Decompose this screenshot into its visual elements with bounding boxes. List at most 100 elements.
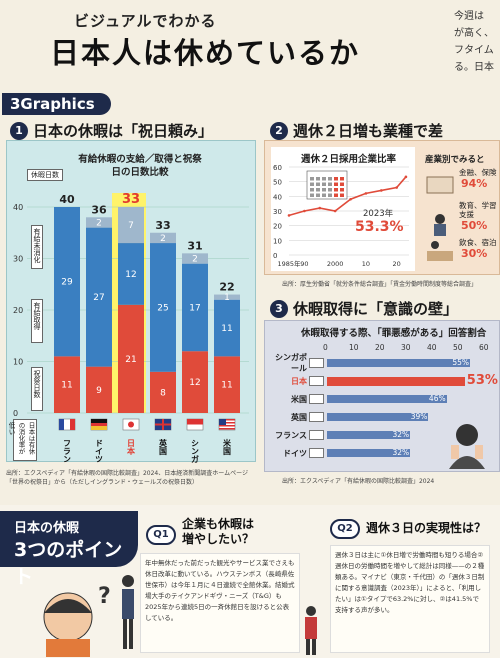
calendar-cell <box>310 182 314 186</box>
section3-number: 3 <box>270 299 288 318</box>
industry-label-food: 飲食、宿泊 <box>459 238 497 247</box>
y-tick-label: 50 <box>273 179 282 187</box>
thinking-person-icon: ? <box>43 584 111 657</box>
x-tick-label: 0 <box>323 343 328 352</box>
points-header: 日本の休暇 3つのポイント <box>0 511 138 588</box>
bar-value-label: 2 <box>160 234 166 244</box>
data-point <box>287 214 291 217</box>
flag-stripe <box>219 422 235 424</box>
bar-value-label: 12 <box>125 270 136 280</box>
bar-row: 日本 53% <box>271 373 498 388</box>
flag-stripe <box>219 425 235 427</box>
industry-value-finance: 94% <box>461 177 488 190</box>
calendar-cell <box>310 177 314 181</box>
page-title: 日本人は休めているか <box>50 36 361 70</box>
bar: 32% <box>327 430 411 439</box>
tag-paid: 有給取得 <box>31 299 43 343</box>
industry-label-finance: 金融、保険 <box>459 168 497 177</box>
flag-stripe <box>91 423 107 426</box>
bar-row: フランス 32% <box>271 429 411 441</box>
bottom-section: 日本の休暇 3つのポイント ? Q1 企業も休暇は増やしたい？ 年中無休だった前… <box>0 505 500 658</box>
bar-segment <box>150 371 176 413</box>
category-label: ドイツ <box>283 448 307 458</box>
section2-title: 2 週休２日増も業種で差 <box>270 120 443 141</box>
q1-badge: Q1 <box>146 525 176 545</box>
side-column-text: 今週は が高く、 フタイム る。日本 <box>454 11 494 73</box>
data-point <box>318 206 322 210</box>
bar-segment <box>86 227 112 367</box>
flag-stripe <box>219 419 235 421</box>
bar-segment <box>150 243 176 372</box>
bar-value-label: 11 <box>61 381 72 391</box>
bar-row: 英国 39% <box>271 411 429 423</box>
bar-row: 米国 46% <box>271 393 447 405</box>
section2-panel: 週休２日採用企業比率 0 10 20 30 40 50 60 1985年 90 2000 10 20 … <box>264 140 500 275</box>
section2-number: 2 <box>270 121 288 140</box>
x-tick-label: 90 <box>300 260 308 268</box>
bar-segment <box>214 356 240 413</box>
y-tick-label: 10 <box>13 358 23 367</box>
industry-label-education: 教育、学習支援 <box>459 201 497 219</box>
bar-total-label: 22 <box>219 281 234 294</box>
chart2-title: 週休２日採用企業比率 <box>301 154 397 165</box>
bar-row: ドイツ 32% <box>271 447 411 459</box>
calendar-cell <box>310 188 314 192</box>
data-point <box>404 175 408 179</box>
section1-number: 1 <box>10 121 28 140</box>
chart3-title: 休暇取得する際、「罪悪感がある」回答割合 <box>301 328 487 339</box>
chart2-annotation-value: 53.3% <box>355 219 404 235</box>
bar-row: シンガポール 55% <box>271 353 470 373</box>
x-tick-label: 2000 <box>327 260 344 268</box>
bar-value-label: 39% <box>410 412 428 421</box>
y-tick-label: 30 <box>13 255 23 264</box>
bar-value-label: 32% <box>392 430 410 439</box>
calendar-cell <box>316 188 320 192</box>
calendar-cell <box>310 193 314 197</box>
bar-value-label: 21 <box>125 355 136 365</box>
bar: 39% <box>327 412 429 421</box>
bar-value-label: 8 <box>160 388 166 398</box>
data-point <box>364 192 368 195</box>
category-label: 英国 <box>291 412 307 422</box>
bar-total-label: 33 <box>155 219 170 232</box>
x-tick-label: 10 <box>362 260 370 268</box>
bar-value-label: 27 <box>93 293 104 303</box>
bar-value-label: 9 <box>96 386 102 396</box>
bar: 46% <box>327 394 447 403</box>
bar-segment <box>118 304 144 413</box>
stressed-person-icon <box>449 424 485 469</box>
bar-total-label: 33 <box>122 192 140 207</box>
bar-value-label: 55% <box>452 358 469 367</box>
y-tick-label: 40 <box>13 203 23 212</box>
bar-value-label: 1 <box>224 293 230 303</box>
bar-value-label: 29 <box>61 278 73 288</box>
category-label: 日本 <box>291 376 307 386</box>
bar-total-label: 31 <box>187 239 202 252</box>
tag-holiday: 祝祭日数 <box>31 367 43 411</box>
bar: 32% <box>327 448 411 457</box>
x-tick-label: 1985年 <box>277 259 301 268</box>
x-tick-label: 20 <box>375 343 385 352</box>
bar-value-label: 25 <box>157 303 168 313</box>
data-point <box>395 186 398 189</box>
flag-circle <box>128 421 134 428</box>
bar-segment <box>182 351 208 413</box>
chart1-source: 出所：エクスペディア「有給休暇の国際比較調査」2024、日本経済新聞調査ホームペ… <box>6 470 248 486</box>
category-label: 米国 <box>291 394 307 404</box>
y-tick-label: 10 <box>273 237 282 245</box>
bar-value-label: 32% <box>392 448 410 457</box>
calendar-cell <box>334 182 338 186</box>
data-point <box>333 209 337 213</box>
country-label: ドイツ <box>95 439 104 463</box>
country-flag-icon <box>309 376 324 386</box>
chart2-annotation-year: 2023年 <box>363 209 394 219</box>
industry-value-education: 50% <box>461 219 488 232</box>
office-illustration-icon <box>426 176 454 261</box>
country-label: シンガポール <box>191 439 200 463</box>
y-tick-label: 0 <box>273 252 277 260</box>
y-tick-label: 0 <box>13 409 18 418</box>
category-label: フランス <box>275 430 307 440</box>
legend-days: 休暇日数 <box>27 169 63 181</box>
calendar-cell <box>316 193 320 197</box>
bar: 53% <box>327 373 498 388</box>
